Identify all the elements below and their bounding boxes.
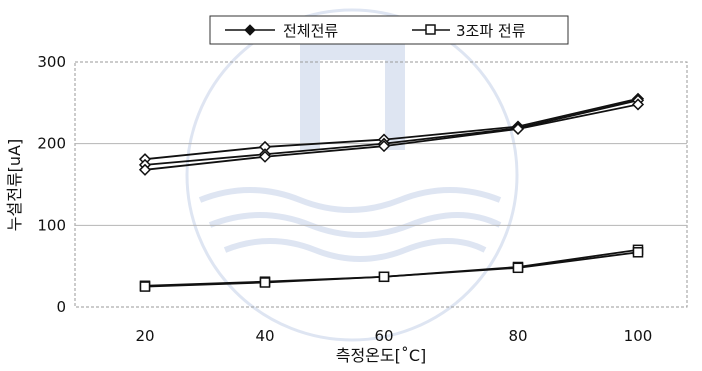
x-tick-label: 40	[255, 327, 274, 345]
x-tick-label: 20	[135, 327, 154, 345]
x-axis-title: 측정온도[˚C]	[336, 346, 427, 365]
plot-area	[74, 61, 688, 308]
data-point-square	[139, 281, 151, 292]
data-point-diamond	[377, 140, 391, 153]
legend: 전체전류 3조파 전류	[209, 15, 569, 45]
series-layer	[138, 92, 645, 292]
legend-entry-total: 전체전류	[225, 22, 338, 40]
data-point-diamond	[631, 98, 645, 111]
data-point-diamond	[138, 163, 152, 176]
gridlines	[75, 143, 687, 226]
y-tick-label: 200	[37, 135, 66, 153]
x-tick-label: 60	[374, 327, 393, 345]
data-point-square	[512, 262, 524, 274]
x-axis-ticks: 20 40 60 80 100	[135, 327, 652, 345]
data-point-square	[378, 271, 390, 283]
y-tick-label: 100	[37, 216, 66, 234]
y-tick-label: 300	[37, 53, 66, 71]
series-4	[139, 247, 644, 292]
data-point-diamond	[258, 150, 272, 163]
x-tick-label: 80	[508, 327, 527, 345]
watermark-emblem	[185, 8, 519, 342]
legend-square-marker-icon	[425, 24, 436, 35]
series-2	[138, 98, 645, 176]
x-tick-label: 100	[624, 327, 653, 345]
legend-label-total: 전체전류	[283, 22, 338, 40]
y-tick-label: 0	[56, 298, 66, 316]
legend-diamond-marker-icon	[244, 24, 256, 36]
y-axis-ticks: 0 100 200 300	[37, 53, 66, 316]
data-point-square	[259, 277, 271, 288]
y-axis-title: 누설전류[uA]	[5, 139, 24, 231]
legend-label-harmonic: 3조파 전류	[456, 22, 526, 40]
data-point-diamond	[511, 122, 525, 136]
plot-frame	[74, 61, 688, 308]
data-point-square	[632, 247, 644, 258]
legend-entry-harmonic: 3조파 전류	[412, 22, 526, 40]
